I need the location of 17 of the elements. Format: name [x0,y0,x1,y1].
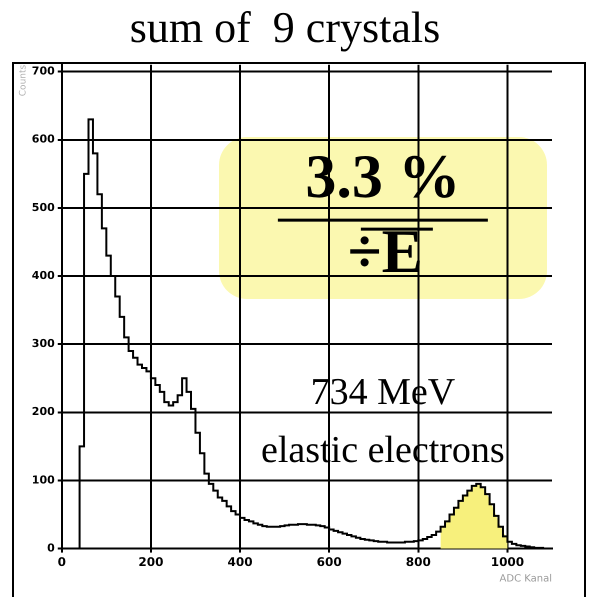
y-tick-label: 500 [32,200,56,214]
y-tick-label: 0 [47,541,56,554]
x-tick-label: 400 [228,554,253,569]
x-tick-label: 0 [58,554,66,569]
y-tick-label: 600 [32,132,56,146]
y-tick-label: 300 [32,337,56,350]
x-tick-label: 1000 [490,554,524,569]
y-tick-label: 200 [32,405,56,418]
y-tick-label: 100 [32,473,56,486]
x-tick-label: 800 [406,554,431,569]
x-tick-label: 600 [316,554,342,569]
y-tick-label: 400 [32,268,56,282]
y-axis-title: Counts [18,64,29,96]
x-axis-title: ADC Kanal [500,574,552,585]
x-tick-label: 200 [138,554,164,569]
y-tick-label: 700 [32,64,56,78]
chart-title: sum of 9 crystals [130,2,440,52]
